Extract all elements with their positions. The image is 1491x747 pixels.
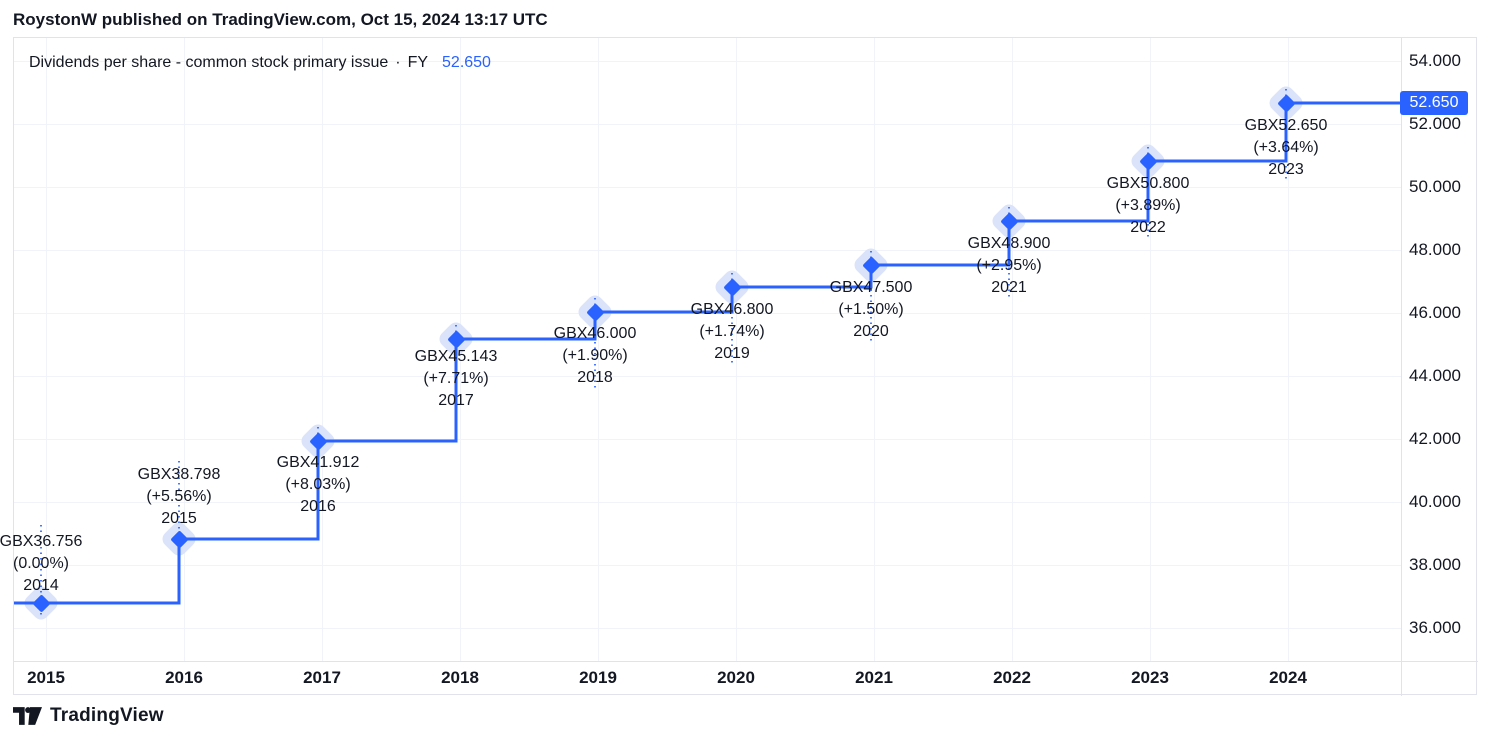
- point-label-2020: GBX47.500 (+1.50%) 2020: [829, 279, 913, 340]
- chart-widget: GBX36.756 (0.00%) 2014 GBX38.798 (+5.56%…: [0, 37, 1478, 696]
- time-axis-separator: [14, 661, 1478, 662]
- price-tick: 54.000: [1409, 51, 1461, 70]
- time-tick: 2020: [717, 668, 755, 687]
- tradingview-brand[interactable]: TradingView: [13, 705, 164, 727]
- gridline-v: [736, 38, 737, 661]
- gridline-v: [598, 38, 599, 661]
- price-tick: 38.000: [1409, 555, 1461, 574]
- last-price-badge: 52.650: [1400, 91, 1468, 115]
- point-label-2014: GBX36.756 (0.00%) 2014: [0, 533, 83, 594]
- price-axis-separator: [1401, 38, 1402, 696]
- point-label-2016: GBX41.912 (+8.03%) 2016: [276, 454, 360, 515]
- tradingview-logo-icon: [13, 705, 42, 727]
- gridline-h: [14, 628, 1401, 629]
- point-label-2021: GBX48.900 (+2.95%) 2021: [967, 235, 1051, 296]
- price-tick: 52.000: [1409, 114, 1461, 133]
- legend-separator: ·: [395, 54, 401, 71]
- gridline-v: [1150, 38, 1151, 661]
- gridline-h: [14, 187, 1401, 188]
- price-tick: 48.000: [1409, 240, 1461, 259]
- time-tick: 2021: [855, 668, 893, 687]
- price-tick: 36.000: [1409, 618, 1461, 637]
- brand-name: TradingView: [50, 705, 164, 726]
- time-tick: 2022: [993, 668, 1031, 687]
- time-tick: 2015: [27, 668, 65, 687]
- point-label-2019: GBX46.800 (+1.74%) 2019: [690, 301, 774, 362]
- price-tick: 46.000: [1409, 303, 1461, 322]
- chart-plot-area[interactable]: GBX36.756 (0.00%) 2014 GBX38.798 (+5.56%…: [0, 38, 1401, 661]
- point-label-2017: GBX45.143 (+7.71%) 2017: [414, 348, 498, 409]
- publish-byline: RoystonW published on TradingView.com, O…: [13, 10, 548, 29]
- price-tick: 40.000: [1409, 492, 1461, 511]
- dividend-step-line: [14, 89, 1401, 617]
- gridline-h: [14, 376, 1401, 377]
- gridline-v: [184, 38, 185, 661]
- time-tick: 2023: [1131, 668, 1169, 687]
- price-tick: 50.000: [1409, 177, 1461, 196]
- time-tick: 2016: [165, 668, 203, 687]
- legend-timeframe: FY: [407, 54, 429, 71]
- gridline-v: [874, 38, 875, 661]
- time-tick: 2024: [1269, 668, 1307, 687]
- gridline-h: [14, 565, 1401, 566]
- gridline-h: [14, 439, 1401, 440]
- price-tick: 42.000: [1409, 429, 1461, 448]
- gridline-h: [14, 502, 1401, 503]
- price-tick: 44.000: [1409, 366, 1461, 385]
- point-label-2023: GBX52.650 (+3.64%) 2023: [1244, 117, 1328, 178]
- point-label-2015: GBX38.798 (+5.56%) 2015: [137, 466, 221, 527]
- gridline-v: [1012, 38, 1013, 661]
- step-line-path: [14, 101, 1401, 605]
- gridline-v: [46, 38, 47, 661]
- gridline-h: [14, 250, 1401, 251]
- point-label-2022: GBX50.800 (+3.89%) 2022: [1106, 175, 1190, 236]
- series-title: Dividends per share - common stock prima…: [29, 54, 389, 71]
- point-label-2018: GBX46.000 (+1.90%) 2018: [553, 325, 637, 386]
- legend-last-value: 52.650: [442, 54, 491, 71]
- gridline-v: [1288, 38, 1289, 661]
- chart-legend: Dividends per share - common stock prima…: [29, 52, 491, 74]
- time-tick: 2018: [441, 668, 479, 687]
- time-tick: 2017: [303, 668, 341, 687]
- gridline-h: [14, 124, 1401, 125]
- gridline-v: [322, 38, 323, 661]
- gridline-h: [14, 61, 1401, 62]
- time-tick: 2019: [579, 668, 617, 687]
